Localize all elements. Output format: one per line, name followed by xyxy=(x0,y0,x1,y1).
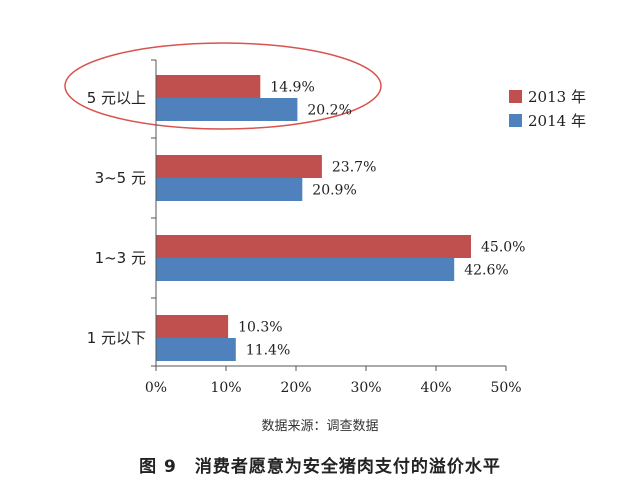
legend-swatch xyxy=(509,114,522,127)
data-label: 14.9% xyxy=(270,80,314,96)
x-tick-label: 50% xyxy=(490,380,521,396)
bar-2013-0 xyxy=(156,75,261,98)
category-label: 1 元以下 xyxy=(87,329,146,347)
data-label: 10.3% xyxy=(238,320,282,336)
category-label: 3~5 元 xyxy=(95,169,146,187)
legend-label: 2013 年 xyxy=(528,88,586,106)
highlight-ellipse xyxy=(64,42,382,130)
data-label: 20.9% xyxy=(312,183,356,199)
bar-2014-2 xyxy=(156,258,455,281)
data-label: 42.6% xyxy=(464,263,508,279)
bar-chart: 0% 10% 20% 30% 40% 50% 5 元以上 3~5 元 1~3 元 1 元以下 14… xyxy=(64,42,586,396)
bar-2013-3 xyxy=(156,315,229,338)
bar-2014-1 xyxy=(156,178,303,201)
data-source: 数据来源：调查数据 xyxy=(261,419,379,434)
bar-2013-1 xyxy=(156,155,322,178)
category-label: 1~3 元 xyxy=(95,249,146,267)
legend-label: 2014 年 xyxy=(528,112,586,130)
x-tick-label: 40% xyxy=(420,380,451,396)
data-label: 11.4% xyxy=(246,343,290,359)
legend-swatch xyxy=(509,90,522,103)
x-tick-label: 20% xyxy=(280,380,311,396)
data-label: 45.0% xyxy=(481,240,525,256)
bar-2014-0 xyxy=(156,98,298,121)
x-tick-label: 30% xyxy=(350,380,381,396)
bar-2013-2 xyxy=(156,235,471,258)
x-tick-label: 10% xyxy=(210,380,241,396)
data-label: 23.7% xyxy=(332,160,376,176)
bar-2014-3 xyxy=(156,338,236,361)
x-tick-label: 0% xyxy=(145,380,167,396)
data-label: 20.2% xyxy=(307,103,351,119)
category-label: 5 元以上 xyxy=(87,89,146,107)
figure-caption: 图 9 消费者愿意为安全猪肉支付的溢价水平 xyxy=(139,457,501,477)
